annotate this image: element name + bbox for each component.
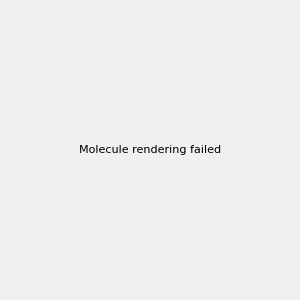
Text: Molecule rendering failed: Molecule rendering failed	[79, 145, 221, 155]
